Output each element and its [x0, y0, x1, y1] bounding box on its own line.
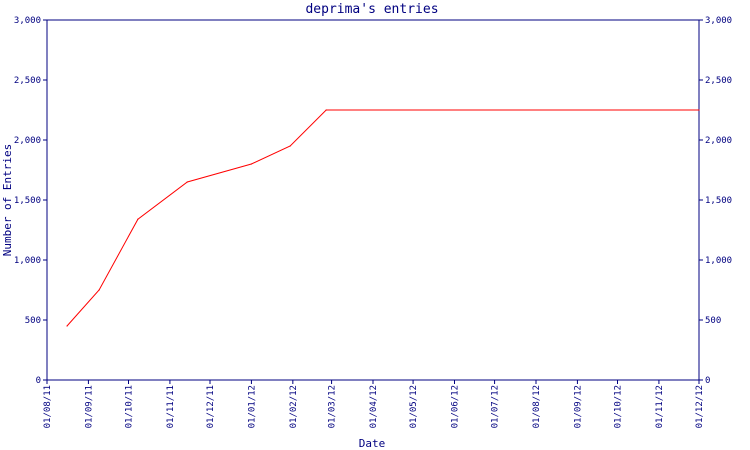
y-ticks-right: 0 500 1,000 1,500 2,000 2,500 3,000: [699, 16, 732, 386]
y-tick-label-right: 1,500: [705, 196, 732, 206]
x-ticks: 01/08/11 01/09/11 01/10/11 01/11/11 01/12/11…: [43, 380, 705, 428]
x-tick-label: 01/09/11: [84, 385, 94, 428]
data-point: [289, 145, 291, 147]
y-tick-label-right: 500: [705, 316, 721, 326]
y-tick-label-left: 500: [25, 316, 41, 326]
plot-frame: [46, 19, 700, 381]
y-axis-label: Number of Entries: [1, 144, 14, 257]
x-tick-label: 01/08/11: [43, 385, 53, 428]
x-tick-label: 01/12/11: [206, 385, 216, 428]
x-tick-label: 01/06/12: [451, 385, 461, 428]
x-tick-label: 01/04/12: [369, 385, 379, 428]
y-ticks-left: 0 500 1,000 1,500 2,000 2,500 3,000: [14, 16, 47, 386]
x-tick-label: 01/03/12: [328, 385, 338, 428]
data-point: [250, 163, 253, 165]
x-axis-label: Date: [359, 437, 386, 450]
series-layer: [66, 109, 700, 327]
x-tick-label: 01/08/12: [532, 385, 542, 428]
x-tick-label: 01/02/12: [289, 385, 299, 428]
y-tick-label-left: 2,500: [14, 76, 41, 86]
data-point: [186, 181, 188, 183]
x-tick-label: 01/11/12: [655, 385, 665, 428]
x-tick-label: 01/09/12: [573, 385, 583, 428]
y-tick-label-left: 2,000: [14, 136, 41, 146]
x-tick-label: 01/05/12: [409, 385, 419, 428]
y-tick-label-left: 3,000: [14, 16, 41, 26]
x-tick-label: 01/12/12: [695, 385, 705, 428]
data-point: [98, 289, 100, 291]
x-tick-label: 01/07/12: [491, 385, 501, 428]
y-tick-label-right: 2,500: [705, 76, 732, 86]
data-point: [137, 218, 139, 220]
y-tick-label-right: 2,000: [705, 136, 732, 146]
y-tick-label-right: 3,000: [705, 16, 732, 26]
data-point: [66, 325, 68, 327]
data-point: [698, 109, 700, 111]
y-tick-label-right: 1,000: [705, 256, 732, 266]
data-point: [325, 109, 327, 111]
x-tick-label: 01/11/11: [166, 385, 176, 428]
chart-title: deprima's entries: [305, 2, 438, 17]
x-tick-label: 01/10/11: [125, 385, 135, 428]
y-tick-label-left: 1,000: [14, 256, 41, 266]
x-tick-label: 01/01/12: [247, 385, 257, 428]
x-tick-label: 01/10/12: [614, 385, 624, 428]
y-tick-label-left: 0: [36, 376, 41, 386]
y-tick-label-left: 1,500: [14, 196, 41, 206]
series-line: [66, 109, 699, 327]
y-tick-label-right: 0: [705, 376, 710, 386]
